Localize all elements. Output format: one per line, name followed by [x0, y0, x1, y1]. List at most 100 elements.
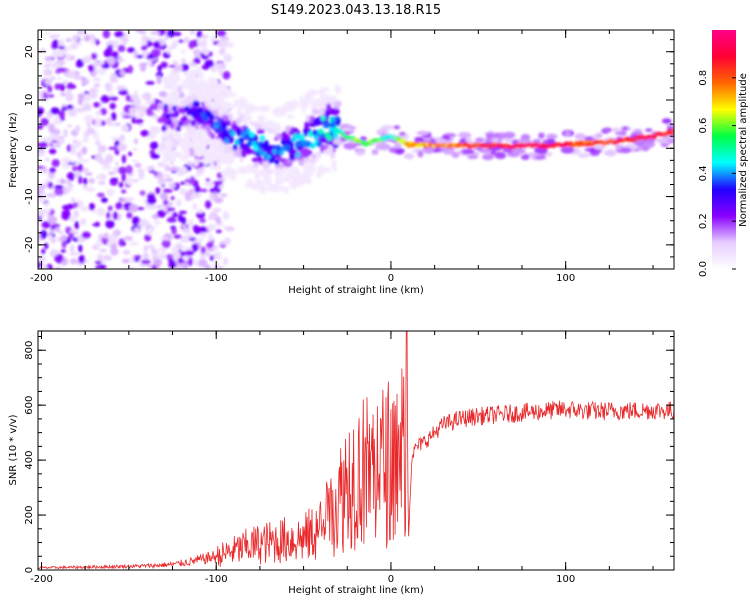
spectral-blob — [416, 130, 429, 136]
spectral-blob — [246, 179, 254, 188]
spectral-blob — [150, 30, 161, 36]
spectral-blob — [66, 46, 74, 51]
spectral-blob — [153, 171, 159, 176]
spectral-blob — [333, 108, 340, 115]
spectral-blob — [141, 94, 150, 98]
spectral-blob — [303, 161, 310, 168]
spectral-blob — [158, 256, 165, 260]
spectral-blob — [204, 59, 215, 68]
spectral-blob — [209, 211, 219, 220]
spectral-blob — [221, 114, 230, 121]
ridge-point — [169, 122, 175, 129]
spectral-blob — [119, 69, 126, 76]
spectral-blob — [254, 173, 260, 181]
spectral-blob — [88, 64, 95, 73]
spectral-blob — [78, 149, 83, 157]
spectral-blob — [481, 153, 494, 161]
ridge-point — [253, 145, 259, 152]
spectral-blob — [139, 63, 147, 72]
snr-panel: -200 -100 0 100 0 200 400 600 800 Height of str… — [8, 330, 675, 596]
spectral-blob — [84, 114, 94, 123]
spectral-blob — [109, 102, 116, 110]
spectral-blob — [45, 58, 54, 63]
spectral-blob — [146, 55, 156, 60]
spectral-blob — [605, 149, 617, 157]
spectral-blob — [311, 98, 322, 108]
spectral-blob — [584, 136, 596, 141]
colorbar-tick-label: 0.6 — [698, 118, 709, 134]
spectral-blob — [149, 125, 159, 135]
spectral-blob — [251, 157, 259, 163]
spectral-blob — [602, 127, 613, 133]
spectral-blob — [234, 147, 244, 158]
spectral-blob — [103, 49, 113, 58]
spectral-blob — [98, 264, 107, 269]
ridge-point — [234, 139, 240, 146]
spectral-blob — [395, 148, 405, 154]
spectral-blob — [216, 30, 227, 37]
spectral-blob — [206, 224, 216, 231]
ridge-point — [257, 148, 263, 155]
spectral-blob — [38, 261, 42, 269]
spectral-blob — [278, 176, 287, 183]
spectral-blob — [236, 107, 242, 117]
spectral-blob — [113, 166, 119, 174]
spectral-blob — [306, 167, 317, 173]
spectral-blob — [100, 95, 110, 103]
spectral-blob — [661, 118, 672, 124]
spectral-blob — [612, 127, 620, 133]
spectral-blob — [153, 40, 161, 49]
spectral-blob — [89, 87, 99, 94]
spectral-blob — [305, 114, 310, 122]
spectral-blob — [538, 132, 545, 139]
spectral-blob — [43, 63, 52, 68]
spectral-blob — [238, 96, 245, 106]
spectral-blob — [140, 129, 150, 137]
spectral-blob — [305, 94, 311, 104]
spectral-blob — [140, 40, 148, 46]
spectral-blob — [80, 206, 90, 213]
spectral-blob — [458, 131, 472, 139]
spectral-blob — [574, 133, 586, 140]
spectral-blob — [165, 76, 174, 83]
spectral-blob — [274, 170, 280, 179]
spectral-blob — [96, 192, 105, 198]
ridge-point — [584, 142, 590, 147]
spectral-blob — [194, 238, 204, 243]
ridge-point — [316, 141, 322, 148]
spectral-blob — [146, 133, 157, 140]
spectral-blob — [475, 137, 485, 143]
spectral-blob — [199, 188, 208, 193]
spectral-blob — [54, 115, 59, 122]
spectral-blob — [145, 167, 156, 171]
spectral-blob — [278, 186, 287, 192]
spectral-blob — [304, 121, 309, 131]
spectral-blob — [546, 138, 556, 145]
spectrogram-y-ticks: -20 -10 0 10 20 — [24, 39, 674, 270]
spectral-blob — [192, 202, 198, 211]
spectral-blob — [485, 136, 494, 143]
spectral-blob — [90, 52, 98, 60]
spectral-blob — [157, 247, 166, 252]
spectral-blob — [38, 124, 43, 130]
spectral-blob — [175, 264, 183, 269]
spectral-blob — [226, 42, 234, 48]
spectral-blob — [98, 66, 107, 76]
spectral-blob — [219, 241, 225, 246]
spectral-blob — [176, 169, 186, 177]
ridge-point — [240, 131, 246, 138]
colorbar-tick-label: 0.2 — [698, 213, 709, 229]
spectral-blob — [58, 110, 66, 119]
ridge-point — [175, 125, 181, 132]
spectral-blob — [96, 176, 103, 180]
spectral-blob — [660, 143, 669, 148]
spectral-blob — [564, 130, 572, 137]
spectral-blob — [41, 266, 49, 269]
spectral-blob — [165, 177, 174, 183]
x-tick-label: -200 — [30, 574, 53, 585]
spectral-blob — [262, 161, 271, 170]
spectral-blob — [339, 123, 351, 128]
spectrogram-frame — [37, 29, 675, 270]
spectral-blob — [73, 209, 80, 219]
spectral-blob — [146, 196, 157, 205]
